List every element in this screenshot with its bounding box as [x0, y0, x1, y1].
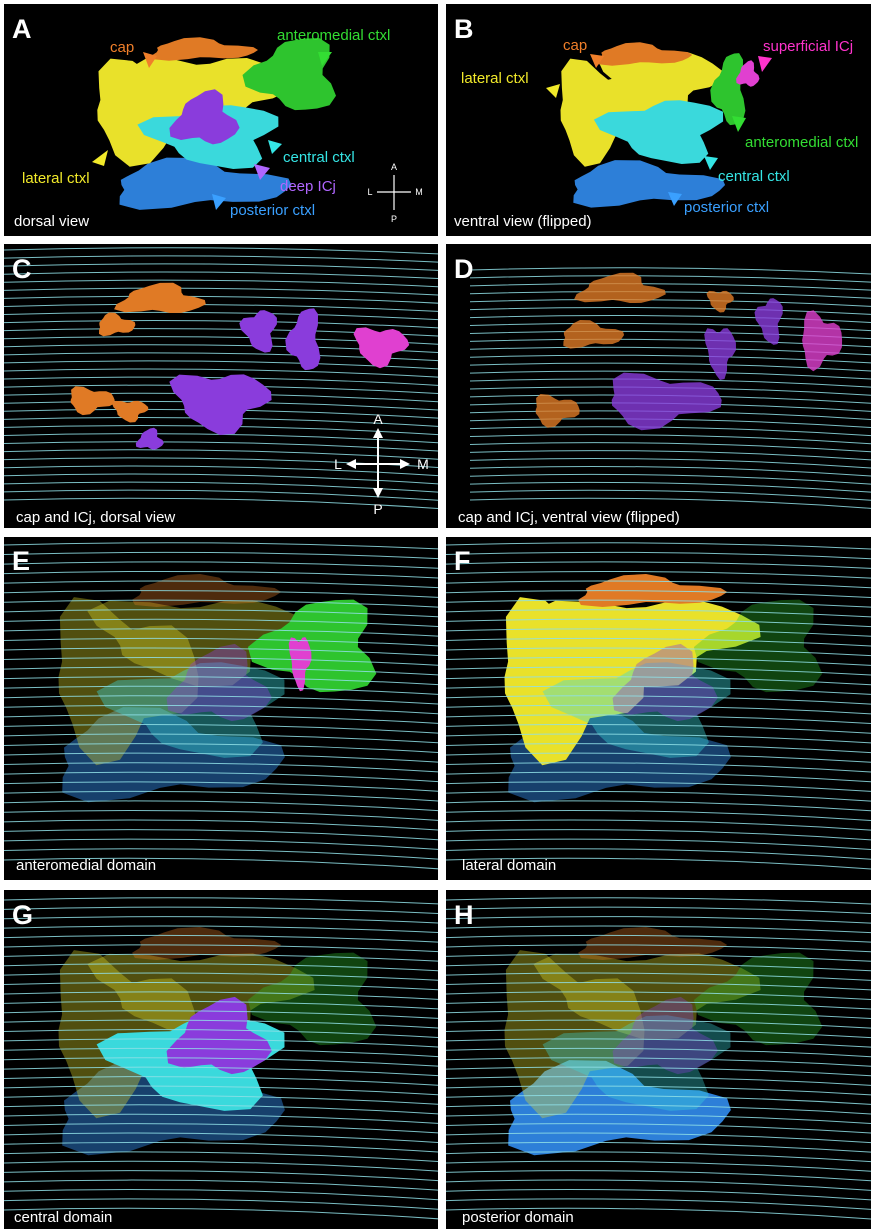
panel	[4, 244, 440, 528]
label: superficial ICj	[763, 38, 853, 55]
label: posterior ctxl	[230, 202, 315, 219]
panel-caption: posterior domain	[462, 1209, 574, 1226]
body: A dorsal view cap anteromedial ctxl late…	[0, 0, 871, 1229]
compass-label: A	[373, 411, 383, 427]
label: central ctxl	[283, 149, 355, 166]
panel	[4, 890, 440, 1229]
panel-letter: F	[454, 546, 471, 576]
label: anteromedial ctxl	[277, 27, 390, 44]
label: lateral ctxl	[461, 70, 529, 87]
panel-letter: H	[454, 900, 474, 930]
label: cap	[563, 37, 587, 54]
label: anteromedial ctxl	[745, 134, 858, 151]
panel-letter: A	[12, 14, 32, 44]
panel-letter: B	[454, 14, 474, 44]
panel	[446, 537, 871, 880]
panel	[446, 890, 871, 1229]
panel-letter: D	[454, 254, 474, 284]
panel-letter: E	[12, 546, 30, 576]
compass-label: P	[391, 214, 397, 224]
panel-caption: anteromedial domain	[16, 857, 156, 874]
panel-letter: C	[12, 254, 32, 284]
panel-caption: cap and ICj, ventral view (flipped)	[458, 509, 680, 526]
page: body { margin: 0; background: #fff; font…	[0, 0, 871, 1229]
figure: A dorsal view cap anteromedial ctxl late…	[0, 0, 871, 1229]
panel-letter: G	[12, 900, 33, 930]
compass-label: L	[334, 456, 342, 472]
panel-caption: ventral view (flipped)	[454, 213, 592, 230]
label: central ctxl	[718, 168, 790, 185]
label: deep ICj	[280, 178, 336, 195]
label: lateral ctxl	[22, 170, 90, 187]
compass-label: M	[417, 456, 429, 472]
label: posterior ctxl	[684, 199, 769, 216]
panel	[446, 244, 871, 528]
panel-caption: central domain	[14, 1209, 112, 1226]
panel-caption: dorsal view	[14, 213, 89, 230]
panel-caption: lateral domain	[462, 857, 556, 874]
compass-label: L	[367, 187, 372, 197]
compass-label: M	[415, 187, 423, 197]
compass-label: A	[391, 162, 397, 172]
panel	[4, 537, 440, 880]
compass-label: P	[373, 501, 382, 517]
label: cap	[110, 39, 134, 56]
panel-caption: cap and ICj, dorsal view	[16, 509, 175, 526]
